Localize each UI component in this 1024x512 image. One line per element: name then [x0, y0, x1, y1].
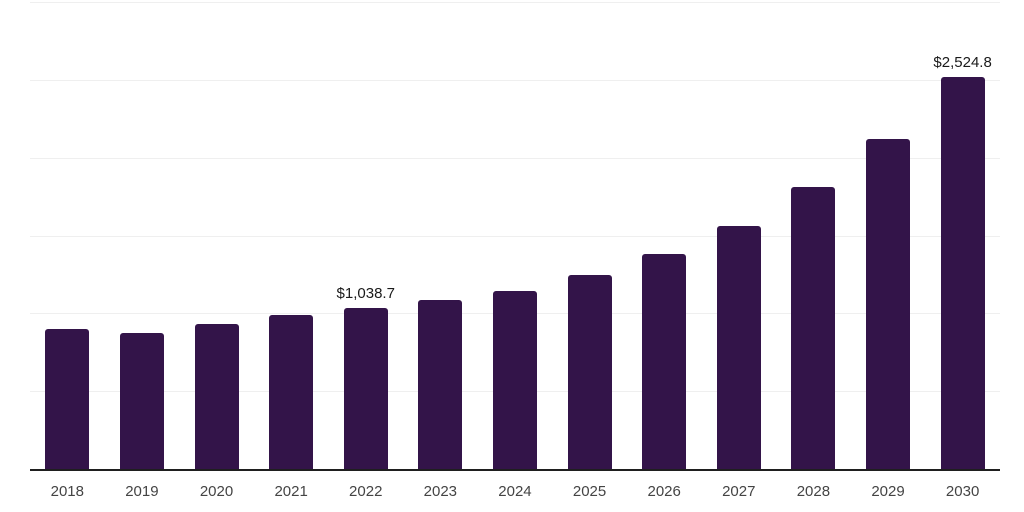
bar-slot-2023	[403, 3, 478, 470]
bars-row: $1,038.7 $2,524.8	[30, 3, 1000, 470]
bar-2029	[866, 138, 910, 470]
x-tick-2028: 2028	[796, 483, 831, 500]
x-tick-2018: 2018	[50, 483, 84, 500]
data-label-2030: $2,524.8	[933, 53, 992, 71]
bar-2028	[791, 187, 836, 470]
bar-slot-2024	[478, 3, 553, 470]
x-tick-2021: 2021	[274, 483, 308, 500]
x-tick-2022: 2022	[349, 483, 383, 500]
bar-2021	[269, 314, 314, 470]
x-axis: 2018 2019 2020 2021 2022 2023 2024 2025 2026 2027…	[30, 483, 1000, 501]
bar-2023	[418, 300, 463, 470]
bar-2030	[940, 76, 985, 470]
bar-slot-2022: $1,038.7	[328, 3, 403, 470]
plot-area: $1,038.7 $2,524.8	[30, 2, 1000, 470]
bar-2026	[642, 253, 687, 470]
bar-slot-2019	[105, 3, 180, 470]
x-tick-2025: 2025	[572, 483, 607, 500]
bar-slot-2029	[851, 3, 926, 470]
bar-slot-2028	[776, 3, 851, 470]
x-tick-2027: 2027	[722, 483, 756, 500]
bar-2027	[716, 225, 761, 470]
bar-slot-2025	[552, 3, 627, 470]
bar-slot-2018	[30, 3, 105, 470]
x-axis-line	[30, 469, 1000, 471]
x-tick-2024: 2024	[498, 483, 532, 500]
x-tick-2029: 2029	[871, 483, 905, 500]
bar-slot-2020	[179, 3, 254, 470]
x-tick-2019: 2019	[125, 483, 159, 500]
bar-slot-2030: $2,524.8	[925, 3, 1000, 470]
bar-2018	[45, 329, 90, 470]
x-tick-2023: 2023	[423, 483, 458, 500]
bar-2025	[567, 274, 612, 470]
bar-slot-2026	[627, 3, 702, 470]
x-tick-2026: 2026	[647, 483, 681, 500]
bar-2019	[119, 333, 164, 470]
bar-2022	[343, 308, 388, 470]
x-tick-2030: 2030	[945, 483, 980, 500]
bar-2020	[194, 323, 239, 470]
x-tick-2020: 2020	[199, 483, 234, 500]
gridline-2000	[30, 157, 1000, 159]
gridline-3000	[30, 2, 1000, 3]
bar-slot-2027	[701, 3, 776, 470]
bar-2024	[492, 290, 537, 470]
bar-slot-2021	[254, 3, 329, 470]
gridline-1500	[30, 235, 1000, 237]
data-label-2022: $1,038.7	[336, 285, 395, 303]
gridline-2500	[30, 79, 1000, 81]
